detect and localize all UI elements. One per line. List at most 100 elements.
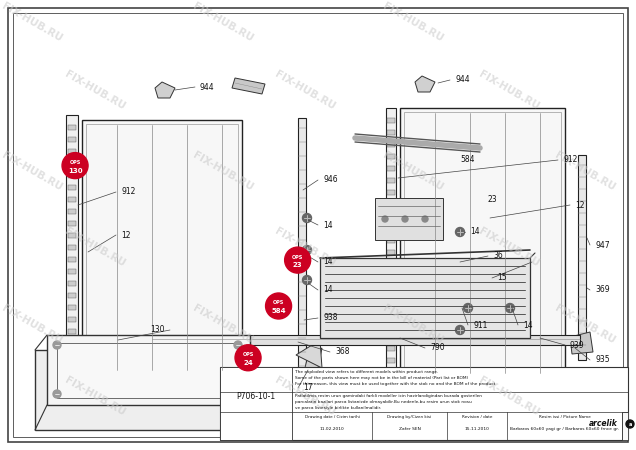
Text: FIX-HUB.RU: FIX-HUB.RU bbox=[382, 150, 445, 192]
Text: FIX-HUB.RU: FIX-HUB.RU bbox=[553, 150, 617, 192]
Circle shape bbox=[62, 153, 88, 179]
Bar bbox=[387, 310, 395, 315]
Bar bbox=[68, 125, 76, 130]
Polygon shape bbox=[232, 78, 265, 94]
Text: FIX-HUB.RU: FIX-HUB.RU bbox=[553, 303, 617, 345]
Polygon shape bbox=[415, 76, 435, 92]
Bar bbox=[220, 367, 628, 440]
Circle shape bbox=[506, 303, 515, 312]
Circle shape bbox=[464, 303, 473, 312]
Bar bbox=[68, 353, 76, 358]
Circle shape bbox=[303, 275, 312, 284]
Text: 947: 947 bbox=[595, 240, 610, 249]
Text: 944: 944 bbox=[455, 76, 469, 85]
Text: OPS: OPS bbox=[242, 352, 254, 357]
Bar bbox=[47, 335, 250, 405]
Text: 14: 14 bbox=[470, 228, 480, 237]
Text: 130: 130 bbox=[68, 167, 82, 174]
Bar bbox=[578, 155, 586, 360]
Bar bbox=[68, 221, 76, 226]
Bar bbox=[68, 293, 76, 298]
Bar bbox=[387, 250, 395, 255]
Bar bbox=[86, 124, 238, 371]
Text: Drawing date / Cizim tarihi: Drawing date / Cizim tarihi bbox=[305, 415, 359, 419]
Text: arcelik: arcelik bbox=[589, 419, 618, 428]
Bar bbox=[387, 178, 395, 183]
Bar bbox=[68, 137, 76, 142]
Circle shape bbox=[422, 216, 428, 222]
Text: FIX-HUB.RU: FIX-HUB.RU bbox=[64, 69, 127, 111]
Text: FIX-HUB.RU: FIX-HUB.RU bbox=[273, 226, 337, 269]
Text: OPS: OPS bbox=[292, 255, 303, 260]
Text: 368: 368 bbox=[335, 347, 350, 356]
Polygon shape bbox=[155, 82, 175, 98]
Bar bbox=[68, 281, 76, 286]
Bar bbox=[387, 130, 395, 135]
Text: 14: 14 bbox=[523, 320, 532, 329]
Text: FIX-HUB.RU: FIX-HUB.RU bbox=[273, 69, 337, 111]
Text: 912: 912 bbox=[121, 188, 135, 197]
Bar bbox=[320, 258, 530, 338]
Circle shape bbox=[303, 246, 312, 255]
Text: 939: 939 bbox=[570, 341, 584, 350]
Bar bbox=[387, 202, 395, 207]
Text: 938: 938 bbox=[323, 314, 338, 323]
Bar bbox=[298, 118, 306, 383]
Text: FIX-HUB.RU: FIX-HUB.RU bbox=[477, 69, 541, 111]
Bar bbox=[152, 335, 580, 345]
Bar bbox=[387, 358, 395, 363]
Bar bbox=[387, 238, 395, 243]
Circle shape bbox=[303, 213, 312, 222]
Text: 584: 584 bbox=[460, 156, 474, 165]
Bar bbox=[387, 334, 395, 339]
Text: OPS: OPS bbox=[273, 301, 284, 306]
Bar bbox=[387, 190, 395, 195]
Polygon shape bbox=[296, 340, 322, 368]
Bar bbox=[68, 173, 76, 178]
Text: 15.11.2010: 15.11.2010 bbox=[464, 427, 490, 431]
Circle shape bbox=[234, 341, 242, 349]
Text: 14: 14 bbox=[323, 220, 333, 230]
Circle shape bbox=[53, 341, 61, 349]
Bar bbox=[68, 365, 76, 370]
Text: 24: 24 bbox=[243, 360, 253, 366]
Text: 23: 23 bbox=[488, 195, 497, 204]
Text: 11.02.2010: 11.02.2010 bbox=[320, 427, 344, 431]
Polygon shape bbox=[304, 348, 322, 372]
Text: FIX-HUB.RU: FIX-HUB.RU bbox=[382, 1, 445, 44]
Text: ve parca listesiyle birlikte kullanilmalidir.: ve parca listesiyle birlikte kullanilmal… bbox=[295, 406, 381, 410]
Circle shape bbox=[285, 247, 310, 273]
Bar bbox=[68, 185, 76, 190]
Text: FIX-HUB.RU: FIX-HUB.RU bbox=[64, 226, 127, 269]
Text: 12: 12 bbox=[121, 230, 130, 239]
Text: FIX-HUB.RU: FIX-HUB.RU bbox=[382, 303, 445, 345]
Text: 912: 912 bbox=[563, 156, 577, 165]
Text: 369: 369 bbox=[595, 285, 610, 294]
Circle shape bbox=[235, 345, 261, 371]
Text: 946: 946 bbox=[323, 176, 338, 184]
Text: 130: 130 bbox=[151, 325, 165, 334]
Bar bbox=[57, 343, 238, 398]
Text: 14: 14 bbox=[323, 285, 333, 294]
Bar bbox=[404, 112, 561, 374]
Circle shape bbox=[455, 228, 464, 237]
Bar bbox=[220, 367, 292, 440]
Text: 23: 23 bbox=[293, 262, 303, 268]
Text: Revision / date: Revision / date bbox=[462, 415, 492, 419]
Bar bbox=[387, 322, 395, 327]
Bar bbox=[68, 197, 76, 202]
Bar bbox=[387, 118, 395, 123]
Text: FIX-HUB.RU: FIX-HUB.RU bbox=[64, 375, 127, 417]
Text: Zafer SEN: Zafer SEN bbox=[399, 427, 420, 431]
Circle shape bbox=[402, 216, 408, 222]
Text: 17: 17 bbox=[303, 383, 313, 392]
Text: FIX-HUB.RU: FIX-HUB.RU bbox=[191, 150, 254, 192]
Text: The exploded view refers to different models within product range.: The exploded view refers to different mo… bbox=[295, 370, 438, 374]
Bar bbox=[387, 214, 395, 219]
Bar bbox=[68, 149, 76, 154]
Polygon shape bbox=[570, 332, 593, 354]
Bar bbox=[68, 305, 76, 310]
Text: Patlatilmis resim urun gamindaki farkli modeller icin hazirlandigindan burada go: Patlatilmis resim urun gamindaki farkli … bbox=[295, 394, 482, 398]
Text: parcalarin bazilari parca listanizde olmayabilir.Bu nedenle,bu resim urun stok n: parcalarin bazilari parca listanizde olm… bbox=[295, 400, 472, 404]
Text: 15: 15 bbox=[497, 274, 507, 283]
